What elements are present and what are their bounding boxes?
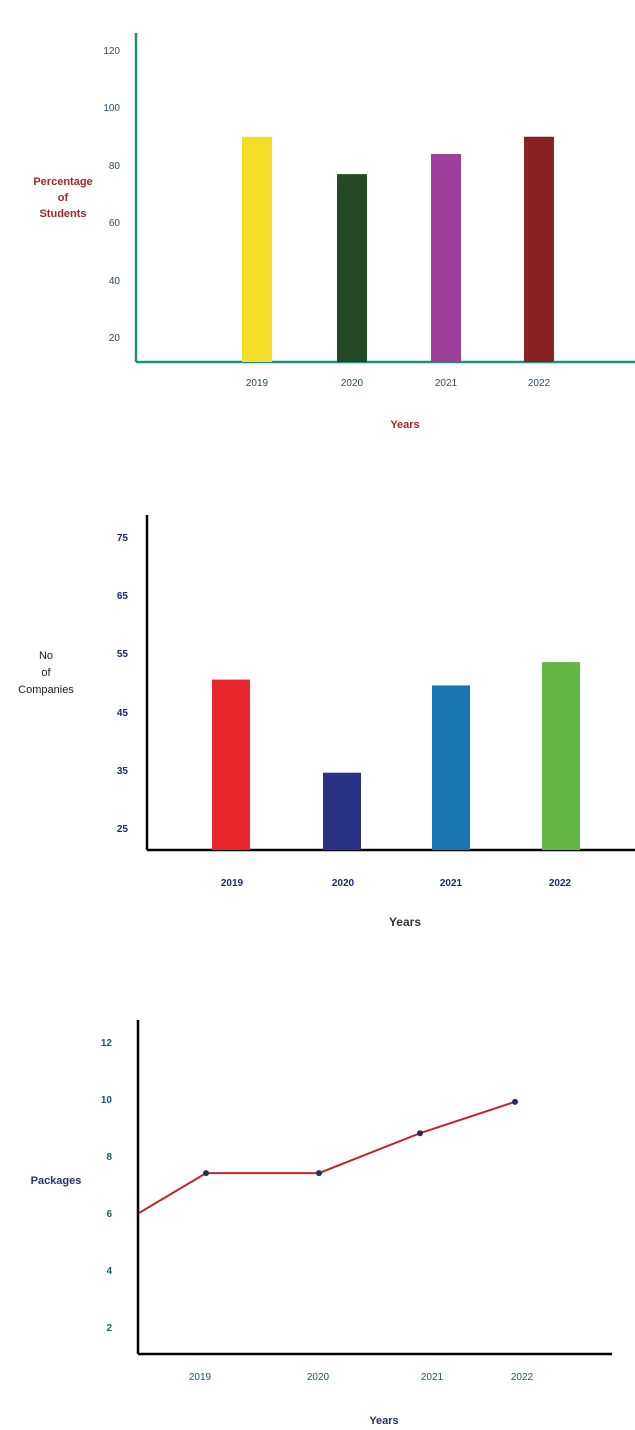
chart-3-point-2020 [316,1170,322,1177]
chart-2-ytick: 65 [117,591,129,602]
chart-3: 12 10 8 6 4 2 Packages 2019 2020 2021 20… [31,1020,612,1427]
chart-2: 75 65 55 45 35 25 No of Companies 2019 2… [18,515,635,929]
chart-1-ytick: 20 [109,333,121,344]
chart-3-ylabel: Packages [31,1175,82,1187]
chart-3-point-2022 [512,1098,518,1105]
chart-2-ytick: 45 [117,708,129,719]
chart-1-bars [242,136,554,362]
chart-2-bar-2020 [323,772,361,850]
chart-1-ylabel-line: Percentage [33,176,92,188]
chart-3-xtick: 2020 [307,1372,330,1383]
chart-2-bar-2022 [542,662,580,850]
chart-3-ytick: 2 [106,1323,112,1334]
chart-1-bar-2020 [337,174,367,362]
chart-3-xtick: 2022 [511,1372,534,1383]
chart-2-ytick: 75 [117,533,129,544]
chart-1-ytick: 60 [109,218,121,229]
chart-2-xtick: 2021 [440,878,463,889]
chart-3-line [138,1098,518,1214]
chart-3-ytick: 12 [101,1038,113,1049]
chart-3-xlabel: Years [369,1415,398,1427]
chart-1-bar-2019 [242,136,272,362]
chart-2-xlabel: Years [389,915,421,929]
chart-2-ytick: 25 [117,824,129,835]
chart-1-xtick: 2021 [435,378,458,389]
chart-1-xlabel: Years [390,419,419,431]
chart-1-ytick: 100 [103,103,120,114]
chart-2-bars [212,662,580,850]
chart-1-ylabel-line: of [58,192,69,204]
chart-2-ylabel-line: No [39,650,53,662]
chart-1-ytick: 120 [103,46,120,57]
chart-1-bar-2021 [431,154,461,362]
chart-1-bar-2022 [524,136,554,362]
chart-3-series-line [138,1100,516,1214]
chart-3-xtick: 2019 [189,1372,212,1383]
chart-1-ytick: 80 [109,161,121,172]
chart-1-xtick: 2019 [246,378,269,389]
chart-1-ylabel-line: Students [39,208,86,220]
chart-3-point-2019 [203,1170,209,1177]
chart-2-bar-2019 [212,679,250,850]
chart-2-xtick: 2020 [332,878,355,889]
chart-2-xtick: 2022 [549,878,572,889]
chart-3-ytick: 10 [101,1095,113,1106]
chart-1-xtick: 2020 [341,378,364,389]
chart-1: 120 100 80 60 40 20 Percentage of Studen… [33,33,635,431]
chart-3-xtick: 2021 [421,1372,444,1383]
chart-3-ytick: 6 [106,1209,112,1220]
chart-3-ytick: 8 [106,1152,112,1163]
chart-2-bar-2021 [432,685,470,850]
chart-1-xtick: 2022 [528,378,551,389]
chart-1-ytick: 40 [109,276,121,287]
chart-2-ytick: 35 [117,766,129,777]
chart-3-ytick: 4 [106,1266,112,1277]
chart-2-ylabel-line: Companies [18,684,74,696]
chart-3-point-2021 [417,1130,423,1137]
chart-2-xtick: 2019 [221,878,244,889]
chart-2-ylabel-line: of [41,667,51,679]
chart-2-ytick: 55 [117,649,129,660]
